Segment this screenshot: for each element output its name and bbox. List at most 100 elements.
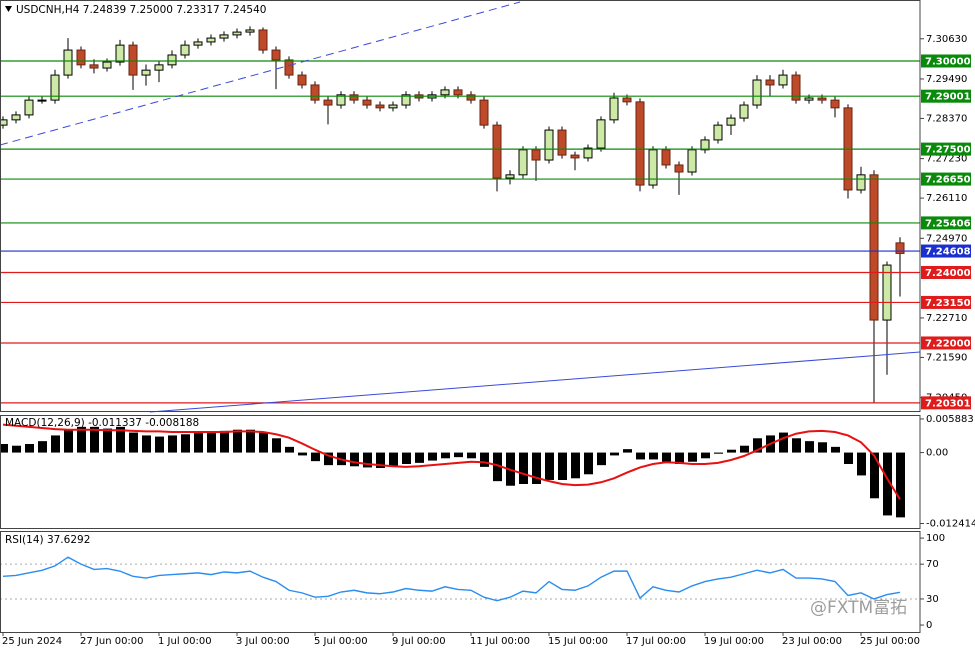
- x-tick-label: 23 Jul 00:00: [782, 636, 842, 647]
- macd-bar: [441, 452, 450, 459]
- candle-body-up: [505, 174, 515, 179]
- x-tick-label: 25 Jun 2024: [2, 636, 62, 647]
- candle-body-up: [544, 129, 554, 161]
- candle-body-up: [0, 119, 8, 126]
- macd-bar: [38, 441, 47, 453]
- macd-bar: [298, 452, 307, 456]
- x-tick-label: 3 Jul 00:00: [236, 636, 290, 647]
- candle-body-down: [765, 79, 775, 86]
- macd-bar: [649, 452, 658, 460]
- macd-bar: [207, 432, 216, 453]
- candle-body-up: [648, 149, 658, 186]
- macd-bar: [610, 452, 619, 456]
- macd-bar: [831, 446, 840, 453]
- macd-bar: [727, 449, 736, 453]
- candle-body-up: [401, 94, 411, 106]
- candle-body-down: [271, 49, 281, 61]
- candle-body-down: [570, 154, 580, 159]
- candle-body-up: [388, 104, 398, 109]
- macd-bar: [597, 452, 606, 466]
- x-tick-label: 1 Jul 00:00: [158, 636, 212, 647]
- candle-body-up: [882, 264, 892, 321]
- plot-layer: [0, 26, 920, 602]
- candle-body-up: [596, 119, 606, 149]
- macd-panel-border: [0, 415, 921, 529]
- level-tag: [921, 396, 971, 410]
- macd-bar: [246, 429, 255, 453]
- candle-body-up: [804, 97, 814, 101]
- candle-body-down: [128, 44, 138, 76]
- candle-body-up: [583, 147, 593, 159]
- macd-bar: [363, 452, 372, 468]
- macd-bar: [272, 438, 281, 453]
- macd-bar: [311, 452, 320, 462]
- candle-body-up: [778, 74, 788, 86]
- candle-body-up: [726, 117, 736, 126]
- candle-body-up: [141, 69, 151, 76]
- macd-bar: [402, 452, 411, 464]
- candle-body-up: [739, 104, 749, 119]
- macd-bar: [493, 452, 502, 482]
- macd-bar: [350, 452, 359, 467]
- macd-bar: [428, 452, 437, 461]
- macd-bar: [584, 452, 593, 475]
- macd-bar: [324, 452, 333, 466]
- candle-body-down: [310, 84, 320, 101]
- level-tag: [921, 244, 971, 258]
- candle-body-down: [830, 99, 840, 109]
- trend-line: [149, 351, 921, 413]
- y-tick-label: 7.29490: [926, 74, 967, 85]
- level-tag-label: 7.29001: [925, 92, 971, 103]
- candle-body-down: [869, 174, 879, 321]
- y-tick-label: 7.21590: [926, 352, 967, 363]
- macd-bar: [844, 452, 853, 464]
- macd-bar: [545, 452, 554, 480]
- macd-bar: [103, 428, 112, 453]
- candle-body-down: [323, 99, 333, 106]
- macd-bar: [0, 444, 8, 453]
- macd-bar: [389, 452, 398, 467]
- candle-body-up: [609, 97, 619, 121]
- price-panel-border: [0, 0, 921, 412]
- y-tick-label: 0.005883: [926, 414, 974, 425]
- candle-body-up: [167, 54, 177, 66]
- macd-bar: [194, 433, 203, 453]
- candle-body-down: [76, 49, 86, 66]
- level-tag-label: 7.23150: [925, 298, 971, 309]
- macd-bar: [883, 452, 892, 516]
- macd-bar: [740, 445, 749, 453]
- x-tick-label: 17 Jul 00:00: [626, 636, 686, 647]
- y-tick-label: -0.012414: [926, 519, 975, 530]
- candle-body-up: [232, 31, 242, 36]
- x-tick-label: 11 Jul 00:00: [470, 636, 530, 647]
- macd-signal-line: [2, 423, 901, 500]
- macd-bar: [870, 452, 879, 499]
- level-tag: [921, 142, 971, 156]
- macd-bar: [233, 429, 242, 453]
- rsi-panel-border: [0, 531, 921, 633]
- panel-title: MACD(12,26,9) -0.011337 -0.008188: [5, 417, 199, 429]
- macd-bar: [779, 432, 788, 453]
- candle-body-up: [50, 74, 60, 101]
- macd-bar: [142, 435, 151, 453]
- macd-bar: [25, 444, 34, 453]
- level-tag-label: 7.26650: [925, 175, 971, 186]
- y-tick-label: 30: [926, 594, 939, 605]
- candle-body-down: [362, 99, 372, 106]
- candle-body-down: [258, 29, 268, 51]
- level-tag-label: 7.20301: [925, 398, 971, 409]
- candle-body-up: [11, 114, 21, 121]
- candle-body-up: [440, 89, 450, 96]
- trend-line-dashed: [0, 1, 521, 146]
- candle-body-down: [492, 124, 502, 179]
- candle-body-down: [895, 242, 905, 254]
- macd-bar: [168, 435, 177, 453]
- level-tag: [921, 172, 971, 186]
- candle-body-up: [856, 174, 866, 191]
- candle-body-down: [284, 59, 294, 76]
- candle-body-down: [466, 94, 476, 101]
- macd-bar: [857, 452, 866, 476]
- menu-icon[interactable]: [5, 6, 12, 12]
